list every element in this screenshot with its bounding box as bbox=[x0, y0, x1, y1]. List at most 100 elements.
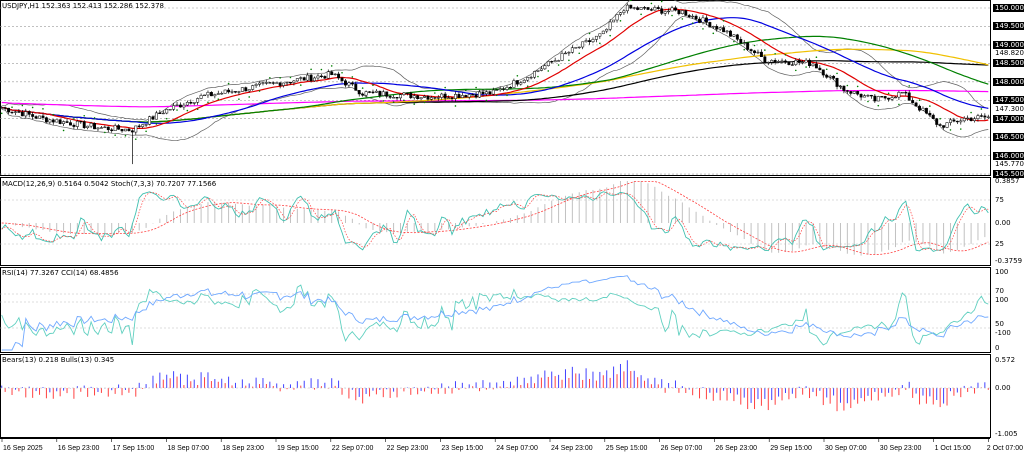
price-marker-label: 145.770 bbox=[995, 160, 1024, 169]
candle bbox=[258, 82, 261, 85]
candle bbox=[31, 114, 35, 117]
candle bbox=[144, 124, 148, 126]
candle bbox=[189, 102, 193, 104]
candle bbox=[643, 7, 646, 9]
candle bbox=[667, 10, 671, 13]
candle bbox=[622, 10, 626, 13]
candle bbox=[454, 94, 457, 99]
time-label: 19 Sep 15:00 bbox=[277, 445, 319, 452]
candle bbox=[859, 93, 863, 98]
candle bbox=[986, 116, 990, 118]
candle bbox=[835, 77, 839, 87]
candle bbox=[560, 53, 564, 61]
candle bbox=[264, 82, 268, 84]
candle bbox=[374, 90, 378, 93]
candle bbox=[240, 87, 244, 92]
candle bbox=[832, 75, 836, 79]
candle bbox=[856, 91, 860, 95]
sar-dot bbox=[557, 64, 560, 66]
sar-dot bbox=[887, 92, 890, 95]
sar-dot bbox=[568, 59, 570, 62]
macd-axis-label: 75 bbox=[995, 196, 1004, 204]
candle bbox=[849, 91, 853, 94]
candle bbox=[378, 90, 382, 96]
candle bbox=[199, 95, 203, 99]
sar-dot bbox=[320, 68, 323, 71]
sar-dot bbox=[464, 89, 467, 92]
candle bbox=[694, 15, 698, 20]
candle bbox=[361, 93, 365, 96]
candle bbox=[790, 64, 794, 66]
sar-dot bbox=[341, 71, 343, 74]
time-label: 24 Sep 07:00 bbox=[496, 445, 538, 452]
candle bbox=[918, 105, 921, 111]
candle bbox=[72, 124, 76, 127]
candle bbox=[148, 116, 151, 125]
time-label: 18 Sep 07:00 bbox=[167, 445, 210, 452]
candle bbox=[931, 114, 935, 119]
candle bbox=[426, 96, 430, 100]
candle bbox=[419, 97, 423, 100]
candle bbox=[302, 77, 306, 81]
sar-dot bbox=[918, 99, 921, 102]
rsi-cci-label: RSI(14) 77.3267 CCI(14) 68.4856 bbox=[2, 269, 119, 277]
candle bbox=[619, 12, 622, 15]
candle bbox=[175, 104, 179, 106]
candle bbox=[416, 95, 420, 100]
price-marker-label: 148.820 bbox=[995, 49, 1024, 58]
sar-dot bbox=[526, 85, 529, 88]
candle bbox=[753, 50, 756, 54]
candle bbox=[684, 10, 688, 16]
candle bbox=[715, 26, 719, 30]
sar-dot bbox=[454, 105, 457, 107]
candle bbox=[99, 127, 103, 129]
sar-dot bbox=[176, 109, 178, 111]
candle bbox=[924, 107, 928, 114]
candle bbox=[467, 94, 471, 98]
candle bbox=[746, 42, 750, 50]
panel-frame bbox=[0, 354, 991, 438]
candle bbox=[818, 67, 822, 71]
candle bbox=[973, 118, 976, 121]
candle bbox=[395, 97, 399, 99]
candle bbox=[251, 85, 255, 90]
price-label: 145.500 bbox=[993, 170, 1024, 179]
candle bbox=[261, 82, 265, 84]
chart-title: USDJPY,H1 152.363 152.413 152.286 152.37… bbox=[2, 2, 164, 10]
price-label: 147.000 bbox=[993, 114, 1024, 123]
price-label: 148.500 bbox=[993, 59, 1024, 68]
candle bbox=[839, 85, 842, 88]
sar-dot bbox=[774, 52, 776, 55]
sar-dot bbox=[691, 22, 694, 24]
candle bbox=[75, 120, 79, 127]
sar-dot bbox=[475, 86, 477, 89]
candle bbox=[48, 119, 52, 123]
bears-axis-label: 0.572 bbox=[995, 356, 1016, 364]
candle bbox=[505, 86, 509, 90]
candle bbox=[278, 82, 282, 86]
candle bbox=[894, 96, 897, 99]
sar-dot bbox=[836, 72, 838, 75]
candle bbox=[388, 96, 392, 98]
candle bbox=[182, 104, 186, 108]
candle bbox=[350, 82, 354, 85]
candle bbox=[161, 112, 165, 115]
candle bbox=[588, 40, 591, 43]
candle bbox=[938, 124, 942, 126]
sar-dot bbox=[289, 76, 292, 79]
candle bbox=[883, 96, 887, 99]
candle bbox=[605, 28, 609, 32]
sar-dot bbox=[83, 114, 86, 117]
candle bbox=[574, 47, 578, 49]
candle bbox=[478, 91, 481, 98]
candle bbox=[154, 112, 158, 120]
sar-dot bbox=[248, 96, 251, 98]
candle bbox=[845, 90, 849, 92]
candle bbox=[979, 115, 983, 117]
time-label: 18 Sep 23:00 bbox=[222, 445, 264, 452]
sar-dot bbox=[929, 105, 931, 107]
sar-dot bbox=[980, 108, 983, 110]
sar-dot bbox=[73, 118, 75, 120]
candle bbox=[51, 119, 55, 123]
